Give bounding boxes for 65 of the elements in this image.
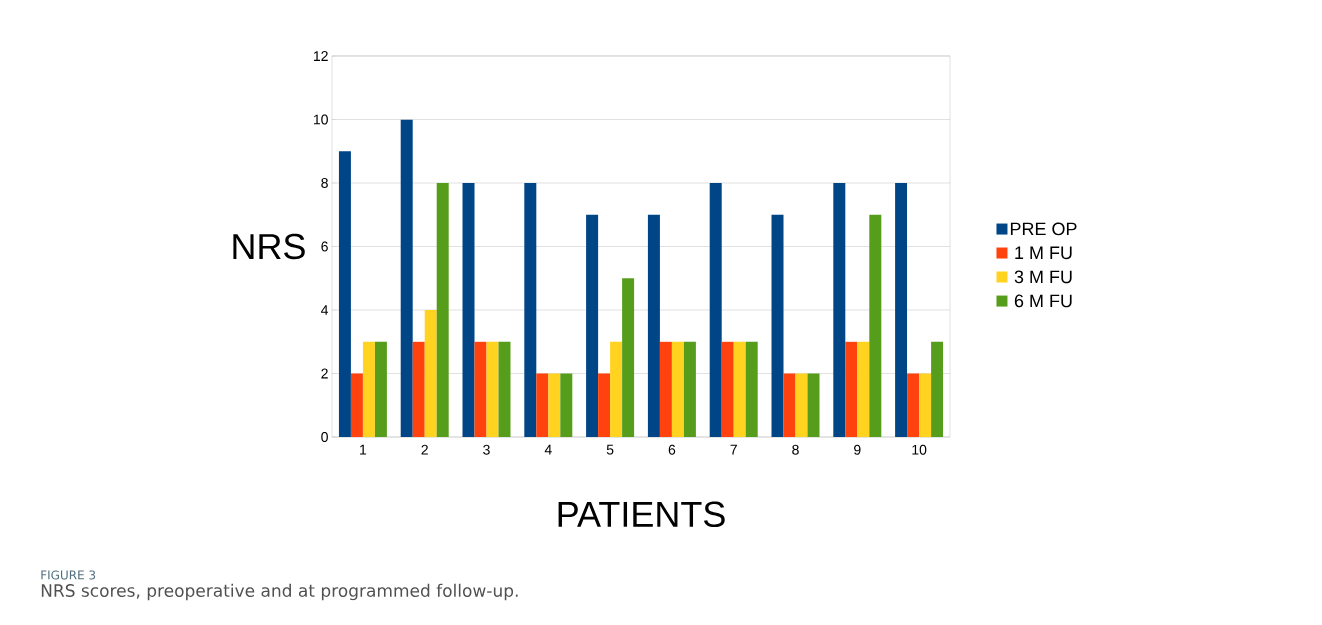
x-tick-label: 2 xyxy=(421,444,428,455)
bar xyxy=(412,341,425,437)
bar xyxy=(683,341,696,437)
legend-label: PRE OP xyxy=(1010,222,1077,236)
bar xyxy=(807,373,820,437)
y-tick-label: 4 xyxy=(321,305,329,315)
y-tick-label: 0 xyxy=(321,432,328,442)
bar xyxy=(622,278,635,437)
bar xyxy=(362,341,375,437)
bar xyxy=(771,214,784,437)
bar xyxy=(548,373,561,437)
bar xyxy=(671,341,684,437)
x-axis-title: PATIENTS xyxy=(558,501,725,528)
y-tick-label: 6 xyxy=(321,241,328,252)
legend-label: 6 M FU xyxy=(1014,294,1072,308)
y-tick-label: 2 xyxy=(321,368,328,379)
bar xyxy=(586,214,599,437)
bar xyxy=(845,341,858,437)
bar xyxy=(709,183,722,437)
bar xyxy=(919,373,932,437)
bar xyxy=(795,373,808,437)
bar xyxy=(647,214,660,437)
bar xyxy=(598,373,611,437)
x-tick-label: 5 xyxy=(606,444,614,455)
bar xyxy=(374,341,387,437)
x-tick-label: 8 xyxy=(792,444,799,455)
bar xyxy=(745,341,758,437)
y-tick-label: 8 xyxy=(321,178,328,188)
bar xyxy=(436,183,449,437)
bar xyxy=(400,119,413,437)
bar xyxy=(895,183,908,437)
x-tick-label: 1 xyxy=(360,444,367,455)
bar xyxy=(560,373,573,437)
x-tick-label: 3 xyxy=(483,444,490,455)
bar xyxy=(462,183,475,437)
x-tick-label: 9 xyxy=(854,444,861,455)
bar xyxy=(869,214,882,437)
bar xyxy=(610,341,623,437)
bar xyxy=(338,151,351,437)
bar xyxy=(350,373,363,437)
text: NRS scores, preoperative and at programmed follow-up. xyxy=(41,583,518,601)
bar xyxy=(486,341,499,437)
bar xyxy=(931,341,944,437)
x-tick-label: 4 xyxy=(544,444,552,455)
caption: FIGURE 3 xyxy=(41,570,96,580)
y-tick-label: 10 xyxy=(313,114,328,125)
bar xyxy=(721,341,734,437)
bar xyxy=(474,341,487,437)
bar xyxy=(833,183,846,437)
bar xyxy=(857,341,870,437)
x-tick-label: 10 xyxy=(912,444,927,455)
bar xyxy=(907,373,920,437)
bar xyxy=(783,373,796,437)
x-tick-label: 7 xyxy=(730,444,737,455)
legend-label: 3 M FU xyxy=(1014,270,1072,284)
y-axis-title: NRS xyxy=(233,233,305,260)
bar xyxy=(659,341,672,437)
bar xyxy=(524,183,537,437)
x-tick-label: 6 xyxy=(668,444,676,455)
bar xyxy=(498,341,511,437)
bar xyxy=(733,341,746,437)
bar xyxy=(536,373,549,437)
bar xyxy=(424,310,437,437)
legend-label: 1 M FU xyxy=(1015,246,1072,260)
y-tick-label: 12 xyxy=(313,51,328,61)
